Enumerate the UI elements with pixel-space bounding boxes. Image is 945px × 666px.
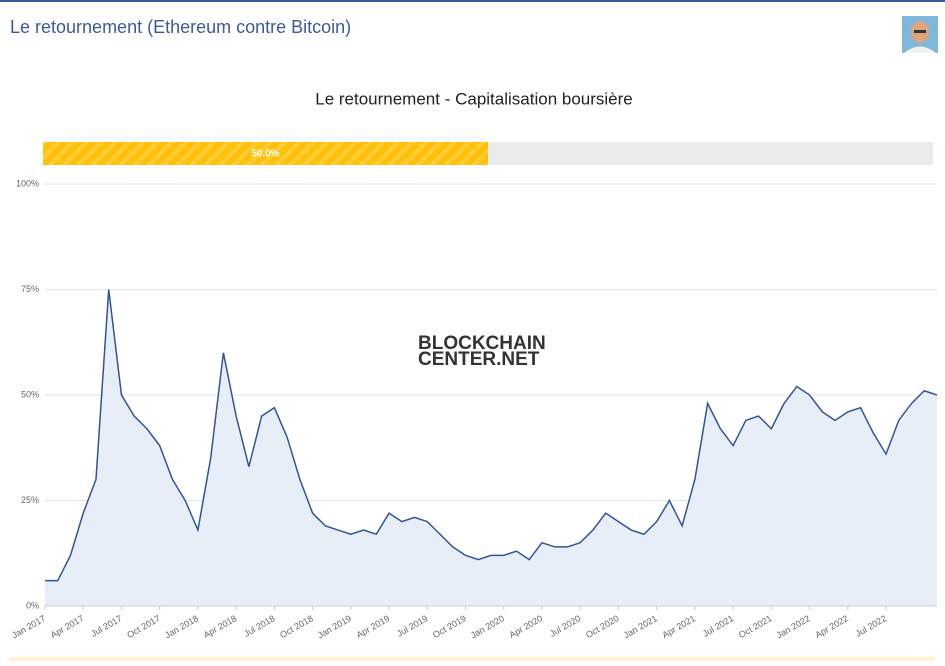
x-tick-label: Jul 2017	[89, 613, 123, 639]
x-tick-label: Oct 2020	[584, 613, 621, 640]
x-tick-label: Jul 2018	[242, 613, 276, 639]
logo-text: BLOCKCHAIN	[418, 333, 546, 354]
y-tick-label: 100%	[16, 178, 39, 188]
y-tick-label: 50%	[21, 389, 39, 399]
notice-strip	[10, 657, 935, 661]
page-title: Le retournement (Ethereum contre Bitcoin…	[10, 17, 351, 37]
x-tick-label: Jan 2022	[775, 613, 812, 640]
x-tick-label: Jan 2018	[163, 613, 200, 640]
y-tick-label: 0%	[26, 600, 39, 610]
x-tick-label: Jan 2017	[10, 613, 47, 640]
x-tick-label: Apr 2018	[202, 613, 239, 640]
x-tick-label: Oct 2021	[737, 613, 774, 640]
avatar[interactable]	[902, 16, 938, 53]
line	[45, 289, 938, 582]
x-tick-label: Oct 2017	[125, 613, 162, 640]
x-tick-label: Jul 2022	[854, 613, 888, 639]
x-tick-label: Oct 2018	[278, 613, 315, 640]
x-tick-label: Jul 2020	[548, 613, 582, 639]
logo-text: CENTER.NET	[418, 349, 540, 370]
x-tick-label: Jul 2019	[395, 613, 429, 639]
top-border	[0, 0, 945, 2]
x-tick-label: Jan 2021	[622, 613, 659, 640]
x-tick-label: Apr 2022	[813, 613, 850, 640]
x-tick-label: Oct 2019	[431, 613, 468, 640]
x-tick-label: Apr 2019	[355, 613, 392, 640]
y-tick-label: 75%	[21, 284, 39, 294]
y-tick-label: 25%	[21, 495, 39, 505]
x-tick-label: Apr 2020	[508, 613, 545, 640]
x-tick-label: Jul 2021	[701, 613, 735, 639]
progress-label: 50.0%	[251, 149, 279, 160]
chart-title: Le retournement - Capitalisation boursiè…	[315, 89, 633, 108]
progress-bar	[43, 142, 488, 165]
x-tick-label: Jan 2019	[316, 613, 353, 640]
x-tick-label: Apr 2021	[660, 613, 697, 640]
logo: BLOCKCHAIN CENTER.NET	[418, 333, 546, 370]
x-tick-label: Jan 2020	[469, 613, 506, 640]
x-tick-label: Apr 2017	[49, 613, 86, 640]
area	[45, 289, 937, 606]
